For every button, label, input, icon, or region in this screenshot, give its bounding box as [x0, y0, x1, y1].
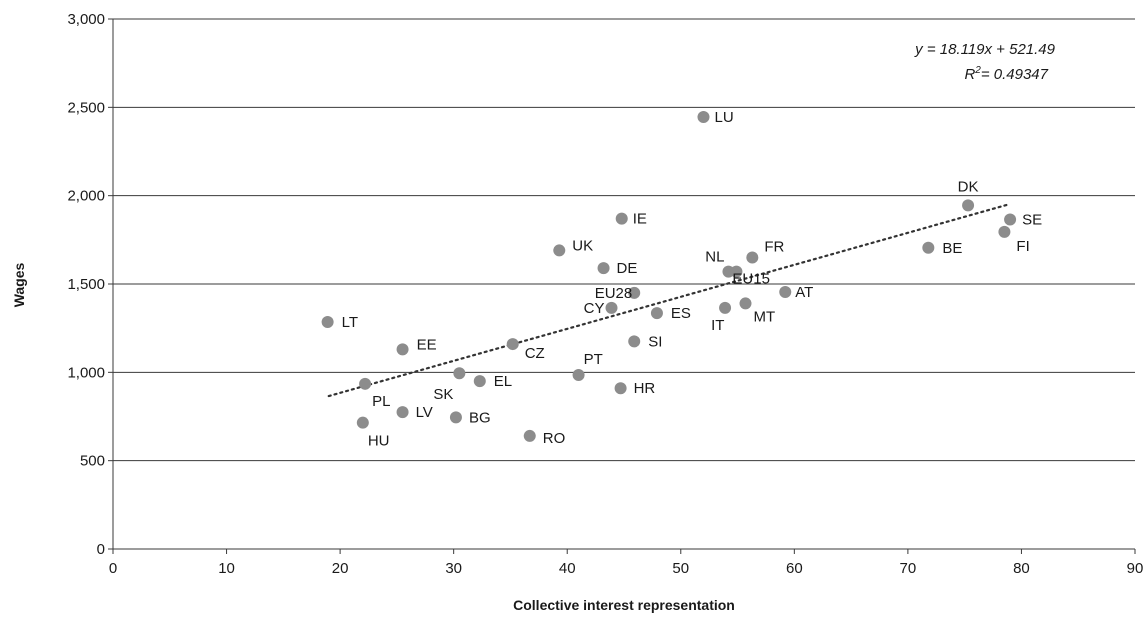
x-tick-labels: 0 10 20 30 40 50 60 70 80 90	[109, 560, 1144, 577]
y-tick-label-6: 3,000	[67, 11, 105, 28]
data-point-fi	[998, 225, 1011, 238]
point-label-at: AT	[795, 284, 813, 301]
point-label-mt: MT	[754, 308, 776, 325]
data-point-be	[922, 241, 935, 254]
point-label-el: EL	[494, 373, 512, 390]
data-point-hu	[356, 416, 369, 429]
y-tick-label-3: 1,500	[67, 276, 105, 293]
data-point-fr	[746, 251, 759, 264]
data-point-eu15	[730, 265, 743, 278]
y-tick-label-4: 2,000	[67, 188, 105, 205]
x-tick-label-2: 20	[332, 560, 349, 577]
data-point-ie	[615, 212, 628, 225]
data-point-at	[779, 285, 792, 298]
point-label-cz: CZ	[525, 345, 545, 362]
y-tick-label-2: 1,000	[67, 364, 105, 381]
point-label-hr: HR	[634, 380, 656, 397]
point-label-eu15: EU15	[732, 271, 770, 288]
data-point-lu	[697, 111, 710, 124]
y-tick-label-1: 500	[80, 453, 105, 470]
x-tick-label-5: 50	[672, 560, 689, 577]
point-label-eu28: EU28	[595, 285, 633, 302]
r-squared-value: = 0.49347	[981, 66, 1049, 83]
x-tick-label-3: 30	[445, 560, 462, 577]
point-label-bg: BG	[469, 409, 491, 426]
axes	[108, 18, 1136, 554]
y-tick-labels: 0 500 1,000 1,500 2,000 2,500 3,000	[67, 11, 105, 558]
point-label-ie: IE	[633, 211, 647, 228]
trendline	[327, 202, 1012, 398]
r-squared-superscript: 2	[974, 65, 981, 76]
data-point-cy	[605, 301, 618, 314]
x-tick-label-9: 90	[1127, 560, 1144, 577]
data-point-bg	[449, 411, 462, 424]
x-tick-label-7: 70	[900, 560, 917, 577]
point-label-uk: UK	[572, 237, 593, 254]
data-point-uk	[553, 244, 566, 257]
point-label-nl: NL	[705, 249, 724, 266]
x-axis-title: Collective interest representation	[513, 597, 735, 613]
data-point-se	[1004, 213, 1017, 226]
point-label-be: BE	[942, 240, 962, 257]
data-points	[321, 111, 1017, 442]
point-label-pt: PT	[584, 351, 603, 368]
point-label-lu: LU	[714, 109, 733, 126]
trendline-line	[327, 202, 1012, 398]
point-label-de: DE	[617, 260, 638, 277]
data-point-si	[628, 335, 641, 348]
point-label-dk: DK	[958, 178, 979, 195]
data-point-ee	[396, 343, 409, 356]
data-point-lv	[396, 406, 409, 419]
point-label-it: IT	[711, 317, 724, 334]
point-label-se: SE	[1022, 212, 1042, 229]
data-point-sk	[453, 367, 466, 380]
point-labels: LU DK SE FI BE IE UK DE FR NL EU15 EU28 AT MT IT CY ES LT…	[342, 109, 1042, 450]
x-tick-label-8: 80	[1013, 560, 1030, 577]
gridlines	[113, 18, 1135, 462]
x-tick-label-1: 10	[218, 560, 235, 577]
x-tick-label-0: 0	[109, 560, 117, 577]
r-squared-symbol: R	[964, 66, 975, 83]
data-point-lt	[321, 315, 334, 328]
data-point-de	[597, 262, 610, 275]
point-label-si: SI	[648, 333, 662, 350]
y-tick-label-0: 0	[97, 541, 105, 558]
data-point-pl	[359, 377, 372, 390]
data-point-dk	[962, 199, 975, 212]
point-label-fr: FR	[764, 239, 784, 256]
point-label-lt: LT	[342, 314, 358, 331]
data-point-es	[650, 307, 663, 320]
point-label-es: ES	[671, 305, 691, 322]
point-label-sk: SK	[433, 386, 453, 403]
point-label-ee: EE	[417, 336, 437, 353]
data-point-cz	[506, 338, 519, 351]
point-label-hu: HU	[368, 433, 390, 450]
data-point-it	[719, 301, 732, 314]
y-tick-label-5: 2,500	[67, 99, 105, 116]
data-point-eu28	[628, 286, 641, 299]
data-point-el	[473, 375, 486, 388]
data-point-ro	[523, 429, 536, 442]
x-tick-label-6: 60	[786, 560, 803, 577]
r-squared-label: R2= 0.49347	[964, 65, 1048, 83]
data-point-hr	[614, 382, 627, 395]
x-tick-label-4: 40	[559, 560, 576, 577]
data-point-pt	[572, 368, 585, 381]
y-axis-title: Wages	[11, 262, 27, 307]
point-label-cy: CY	[584, 300, 605, 317]
point-label-pl: PL	[372, 393, 390, 410]
trendline-equation: y = 18.119x + 521.49	[914, 41, 1055, 58]
point-label-ro: RO	[543, 430, 566, 447]
data-point-mt	[739, 297, 752, 310]
point-label-fi: FI	[1016, 238, 1029, 255]
point-label-lv: LV	[416, 404, 433, 421]
